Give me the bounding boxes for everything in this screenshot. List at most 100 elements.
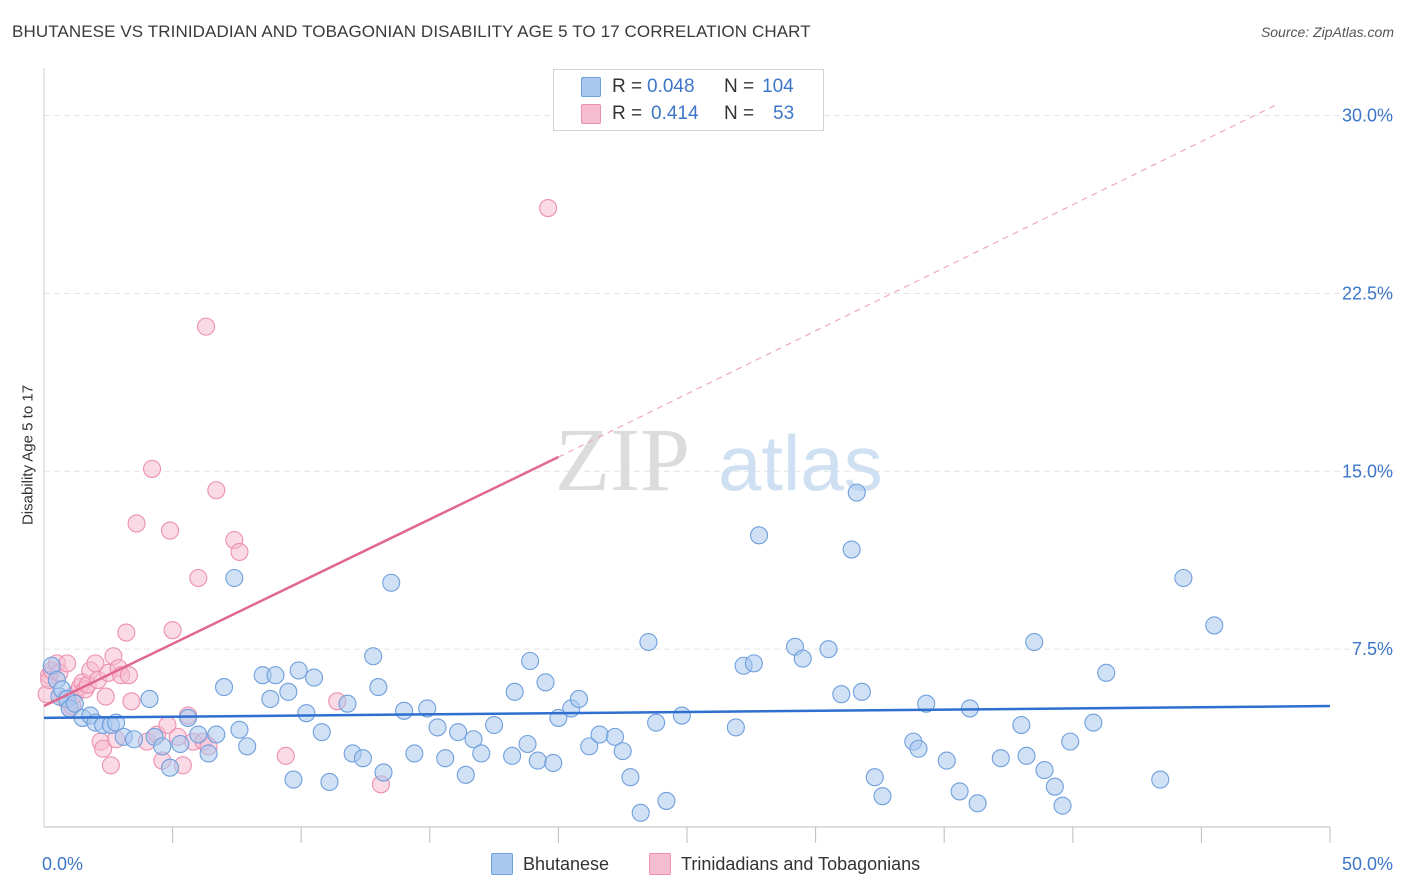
bhutanese-point (1035, 761, 1054, 780)
bhutanese-point (238, 737, 257, 756)
bhutanese-point (312, 723, 331, 742)
bhutanese-point (418, 699, 437, 718)
bhutanese-point (657, 791, 676, 810)
trinidadian-point (160, 521, 180, 540)
series-bhutanese-points (42, 483, 1224, 822)
bhutanese-point (1097, 663, 1116, 682)
bhutanese-point (320, 772, 339, 791)
bhutanese-point (950, 782, 969, 801)
trinidadian-point (119, 666, 138, 685)
bhutanese-point (605, 727, 625, 746)
bhutanese-point (1061, 732, 1080, 751)
bhutanese-point (171, 734, 190, 754)
bhutanese-point (873, 787, 892, 806)
source-label: Source: ZipAtlas.com (1260, 24, 1394, 40)
legend-swatch-pink (581, 104, 601, 124)
legend-label-trinidadian: Trinidadians and Tobagonians (681, 853, 921, 874)
trinidadian-point (94, 739, 113, 758)
bhutanese-point (639, 632, 658, 652)
legend-item-trinidadian[interactable]: Trinidadians and Tobagonians (649, 853, 920, 875)
trinidadian-point (276, 746, 295, 765)
bhutanese-point (865, 768, 884, 787)
bhutanese-point (544, 753, 563, 773)
bhutanese-point (266, 666, 285, 685)
bhutanese-point (284, 770, 303, 789)
legend-n-value: 104 (762, 76, 794, 97)
x-tick-label: 50.0% (1342, 854, 1393, 874)
legend-r-label: R = (612, 103, 643, 124)
trend-lines (43, 103, 1331, 720)
trinidadian-trend-extension (558, 103, 1279, 458)
bhutanese-point (395, 701, 414, 720)
bhutanese-point (364, 647, 383, 666)
legend-row-bhutanese: R = 0.048 N = 104 (554, 74, 823, 100)
trinidadian-point (117, 623, 136, 642)
bhutanese-point (793, 649, 812, 668)
bhutanese-point (374, 763, 393, 782)
bhutanese-point (937, 751, 956, 770)
legend-r-value: 0.414 (651, 103, 699, 124)
bhutanese-point (297, 704, 316, 723)
bhutanese-point (580, 737, 599, 756)
bhutanese-point (647, 713, 666, 732)
legend-swatch-blue (581, 77, 601, 97)
bhutanese-point (472, 744, 491, 763)
trinidadian-point (101, 756, 120, 775)
bhutanese-point (178, 708, 198, 727)
bhutanese-point (261, 689, 280, 708)
trinidadian-point (96, 687, 115, 706)
bhutanese-point (207, 725, 226, 744)
bhutanese-point (631, 803, 650, 822)
bhutanese-point (160, 758, 180, 777)
bhutanese-point (189, 725, 208, 744)
bhutanese-point (405, 744, 424, 763)
trinidadian-point (230, 542, 249, 561)
bhutanese-point (744, 654, 763, 673)
x-tick-label: 0.0% (42, 854, 83, 874)
trinidadian-point (207, 481, 226, 500)
bhutanese-point (279, 682, 298, 701)
bhutanese-point (230, 720, 249, 739)
legend-swatch-pink (649, 853, 671, 875)
bhutanese-point (505, 682, 524, 701)
y-axis-label: Disability Age 5 to 17 (19, 384, 37, 526)
legend-n-label: N = (724, 76, 755, 97)
trinidadian-point (142, 459, 162, 478)
bhutanese-point (528, 751, 547, 770)
bhutanese-point (991, 749, 1010, 768)
bhutanese-point (909, 739, 928, 758)
trinidadian-point (189, 568, 208, 588)
bhutanese-point (521, 651, 540, 671)
bhutanese-point (569, 689, 589, 708)
bhutanese-point (369, 678, 388, 697)
bhutanese-point (428, 718, 447, 737)
bhutanese-point (1205, 616, 1224, 635)
bhutanese-point (65, 694, 84, 713)
bhutanese-point (1174, 568, 1193, 588)
bhutanese-point (536, 673, 555, 692)
bhutanese-point (852, 682, 871, 701)
trinidadian-trend-line (43, 455, 559, 708)
y-tick-label: 30.0% (1342, 106, 1393, 126)
bhutanese-point (726, 718, 745, 737)
bhutanese-point (464, 730, 483, 749)
bhutanese-point (485, 715, 504, 735)
bhutanese-point (842, 540, 861, 559)
bhutanese-point (672, 706, 691, 725)
bhutanese-point (1053, 796, 1072, 815)
trinidadian-point (163, 621, 182, 640)
bhutanese-point (436, 749, 455, 768)
bhutanese-point (613, 742, 632, 761)
legend-item-bhutanese[interactable]: Bhutanese (491, 853, 609, 875)
bhutanese-point (590, 725, 609, 744)
axis-ticks: 7.5% 15.0% 22.5% 30.0% 0.0% 50.0% (42, 106, 1393, 874)
bhutanese-point (1045, 777, 1064, 796)
trinidadian-point (127, 514, 146, 533)
bhutanese-point (338, 694, 357, 713)
bhutanese-point (449, 723, 468, 742)
bhutanese-point (832, 685, 851, 704)
gridlines (44, 115, 1395, 650)
bhutanese-point (1012, 715, 1031, 735)
bhutanese-point (749, 526, 769, 545)
legend-row-trinidadian: R = 0.414 N = 53 (554, 101, 823, 127)
